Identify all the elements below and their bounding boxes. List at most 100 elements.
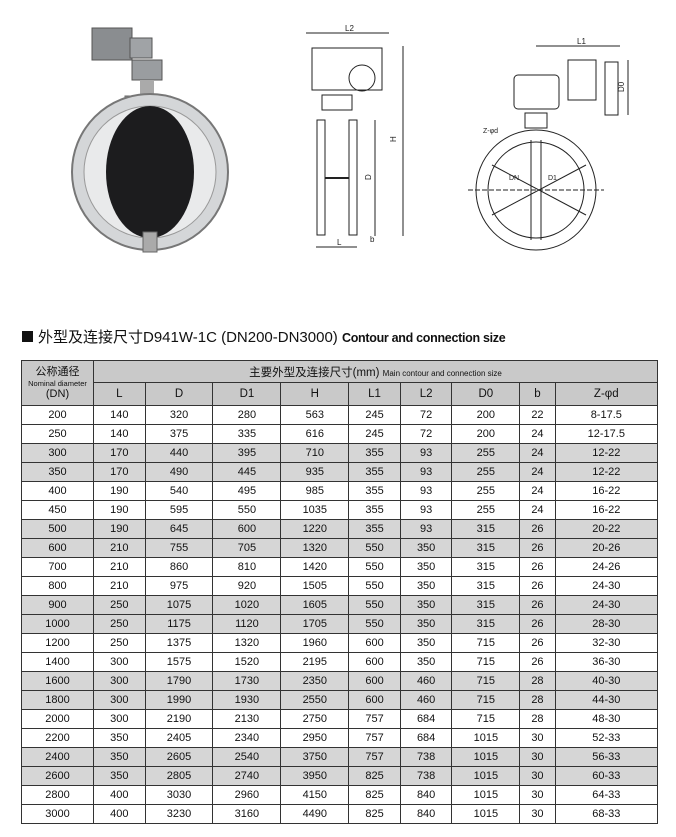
value-cell: 1705 xyxy=(280,614,350,634)
value-cell: 935 xyxy=(280,462,350,482)
value-cell: 68-33 xyxy=(554,804,659,824)
value-cell: 2550 xyxy=(280,690,350,710)
value-cell: 3950 xyxy=(280,766,350,786)
table-row: 900 250 1075 1020 1605 550 350 315 26 24-30 xyxy=(21,595,659,615)
value-cell: 20-26 xyxy=(554,538,659,558)
value-cell: 170 xyxy=(93,443,146,463)
value-cell: 1990 xyxy=(144,690,214,710)
value-cell: 26 xyxy=(519,557,556,577)
value-cell: 255 xyxy=(451,462,521,482)
value-cell: 1175 xyxy=(144,614,214,634)
table-row: 2200 350 2405 2340 2950 757 684 1015 30 52-33 xyxy=(21,728,659,748)
value-cell: 26 xyxy=(519,519,556,539)
value-cell: 3230 xyxy=(144,804,214,824)
value-cell: 1375 xyxy=(144,633,214,653)
value-cell: 140 xyxy=(93,424,146,444)
table-row: 3000 400 3230 3160 4490 825 840 1015 30 68-33 xyxy=(21,804,659,824)
value-cell: 1960 xyxy=(280,633,350,653)
value-cell: 715 xyxy=(451,633,521,653)
dn-cell: 250 xyxy=(21,424,94,444)
value-cell: 72 xyxy=(399,405,453,425)
value-cell: 22 xyxy=(519,405,556,425)
svg-text:Z-φd: Z-φd xyxy=(483,128,498,135)
section-title: 外型及连接尺寸D941W-1C (DN200-DN3000) Contour a… xyxy=(22,326,506,347)
front-view-drawing: L1 D0 DN D1 Z-φd xyxy=(468,37,629,251)
dn-cell: 2400 xyxy=(21,747,94,767)
value-cell: 1075 xyxy=(144,595,214,615)
value-cell: 4490 xyxy=(280,804,350,824)
value-cell: 445 xyxy=(212,462,282,482)
value-cell: 8-17.5 xyxy=(554,405,659,425)
dn-cell: 1800 xyxy=(21,690,94,710)
value-cell: 2190 xyxy=(144,709,214,729)
value-cell: 350 xyxy=(399,652,453,672)
value-cell: 300 xyxy=(93,671,146,691)
dn-cell: 1000 xyxy=(21,614,94,634)
value-cell: 24 xyxy=(519,443,556,463)
table-row: 200 140 320 280 563 245 72 200 22 8-17.5 xyxy=(21,405,659,425)
value-cell: 30 xyxy=(519,766,556,786)
value-cell: 400 xyxy=(93,804,146,824)
value-cell: 550 xyxy=(348,595,401,615)
value-cell: 3160 xyxy=(212,804,282,824)
value-cell: 210 xyxy=(93,557,146,577)
value-cell: 93 xyxy=(399,443,453,463)
value-cell: 12-22 xyxy=(554,462,659,482)
value-cell: 255 xyxy=(451,443,521,463)
value-cell: 26 xyxy=(519,538,556,558)
value-cell: 315 xyxy=(451,557,521,577)
value-cell: 24-30 xyxy=(554,595,659,615)
value-cell: 64-33 xyxy=(554,785,659,805)
value-cell: 460 xyxy=(399,671,453,691)
value-cell: 985 xyxy=(280,481,350,501)
value-cell: 4150 xyxy=(280,785,350,805)
value-cell: 600 xyxy=(348,652,401,672)
value-cell: 210 xyxy=(93,576,146,596)
value-cell: 3750 xyxy=(280,747,350,767)
value-cell: 715 xyxy=(451,671,521,691)
value-cell: 190 xyxy=(93,500,146,520)
value-cell: 350 xyxy=(399,557,453,577)
table-row: 350 170 490 445 935 355 93 255 24 12-22 xyxy=(21,462,659,482)
value-cell: 1520 xyxy=(212,652,282,672)
table-row: 2000 300 2190 2130 2750 757 684 715 28 48-30 xyxy=(21,709,659,729)
dn-cell: 200 xyxy=(21,405,94,425)
column-header: D0 xyxy=(451,382,521,406)
title-english: Contour and connection size xyxy=(341,331,506,345)
value-cell: 28 xyxy=(519,671,556,691)
value-cell: 738 xyxy=(399,747,453,767)
value-cell: 1605 xyxy=(280,595,350,615)
value-cell: 975 xyxy=(144,576,214,596)
value-cell: 300 xyxy=(93,652,146,672)
value-cell: 1015 xyxy=(451,728,521,748)
dn-cell: 1200 xyxy=(21,633,94,653)
value-cell: 825 xyxy=(348,785,401,805)
value-cell: 840 xyxy=(399,785,453,805)
value-cell: 550 xyxy=(348,538,401,558)
value-cell: 250 xyxy=(93,595,146,615)
value-cell: 440 xyxy=(144,443,214,463)
value-cell: 200 xyxy=(451,405,521,425)
dn-cell: 450 xyxy=(21,500,94,520)
value-cell: 1575 xyxy=(144,652,214,672)
valve-figures: L2 H D L b L1 D0 DN D1 Z-φd xyxy=(71,24,629,253)
dn-cell: 1600 xyxy=(21,671,94,691)
value-cell: 715 xyxy=(451,690,521,710)
value-cell: 60-33 xyxy=(554,766,659,786)
value-cell: 684 xyxy=(399,728,453,748)
value-cell: 715 xyxy=(451,652,521,672)
dn-cell: 700 xyxy=(21,557,94,577)
value-cell: 350 xyxy=(399,538,453,558)
value-cell: 355 xyxy=(348,500,401,520)
value-cell: 245 xyxy=(348,405,401,425)
value-cell: 210 xyxy=(93,538,146,558)
value-cell: 315 xyxy=(451,519,521,539)
value-cell: 52-33 xyxy=(554,728,659,748)
value-cell: 32-30 xyxy=(554,633,659,653)
value-cell: 30 xyxy=(519,804,556,824)
value-cell: 550 xyxy=(348,614,401,634)
value-cell: 2340 xyxy=(212,728,282,748)
value-cell: 245 xyxy=(348,424,401,444)
value-cell: 28-30 xyxy=(554,614,659,634)
value-cell: 335 xyxy=(212,424,282,444)
